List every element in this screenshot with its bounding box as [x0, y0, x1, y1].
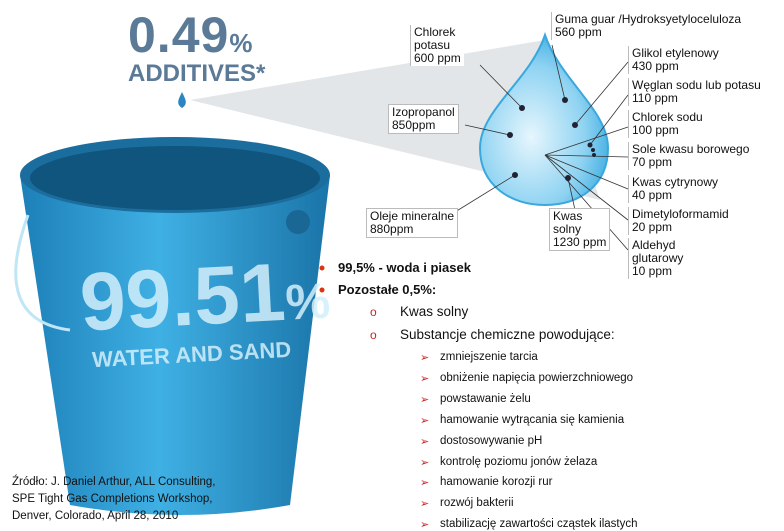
bucket-number: 99.51	[77, 246, 288, 349]
headline: 0.49%	[128, 6, 252, 64]
label-line: 100 ppm	[632, 123, 679, 137]
arrow-marker: ➢	[420, 498, 430, 511]
label-line: 560 ppm	[555, 25, 602, 39]
headline-unit: %	[229, 28, 253, 58]
drop-label: Aldehyd glutarowy 10 ppm	[628, 238, 687, 279]
effect: kontrolę poziomu jonów żelaza	[440, 455, 598, 468]
label-line: 880ppm	[370, 222, 414, 236]
label-line: 40 ppm	[632, 188, 673, 202]
effect: obniżenie napięcia powierzchniowego	[440, 371, 634, 384]
drop-label: Chlorek sodu 100 ppm	[628, 110, 706, 138]
label-line: glutarowy	[632, 251, 684, 265]
label-line: 850ppm	[392, 118, 436, 132]
bullet: Pozostałe 0,5%:	[338, 282, 437, 297]
drop-label: Kwas solny 1230 ppm	[549, 208, 611, 251]
drop-label: Oleje mineralne 880ppm	[366, 208, 459, 238]
effect: rozwój bakterii	[440, 497, 514, 510]
sub-marker: o	[370, 328, 377, 342]
drop-label: Kwas cytrynowy 40 ppm	[628, 175, 722, 203]
label-line: Dimetyloformamid	[632, 207, 729, 221]
arrow-marker: ➢	[420, 435, 430, 448]
label-line: 70 ppm	[632, 155, 673, 169]
label-line: 600 ppm	[414, 51, 461, 65]
arrow-marker: ➢	[420, 456, 430, 469]
drop-label: Guma guar /Hydroksyetyloceluloza 560 ppm	[551, 12, 745, 40]
label-line: Chlorek	[414, 25, 456, 39]
label-line: 10 ppm	[632, 264, 673, 278]
sub-bullet: Substancje chemiczne powodujące:	[400, 327, 615, 342]
label-line: solny	[553, 222, 582, 236]
effect: hamowanie korozji rur	[440, 476, 553, 489]
sub-marker: o	[370, 305, 377, 319]
big-drop	[478, 31, 610, 207]
headline-number: 0.49	[128, 7, 230, 63]
leader-lines	[454, 44, 629, 251]
effect: hamowanie wytrącania się kamienia	[440, 413, 625, 426]
effect: powstawanie żelu	[440, 392, 531, 405]
drop-dots	[507, 97, 596, 181]
small-drop	[178, 92, 186, 108]
label-line: 430 ppm	[632, 59, 679, 73]
source-line: SPE Tight Gas Completions Workshop,	[12, 493, 213, 505]
arrow-marker: ➢	[420, 477, 430, 490]
bucket-body	[20, 175, 330, 515]
bullet-dot	[319, 287, 325, 293]
arrow-marker: ➢	[420, 393, 430, 406]
drop-label: Glikol etylenowy 430 ppm	[628, 46, 722, 74]
label-line: Glikol etylenowy	[632, 46, 719, 60]
effect: stabilizację zawartości cząstek ilastych	[440, 518, 638, 531]
label-line: Guma guar /Hydroksyetyloceluloza	[555, 12, 742, 26]
arrow-marker: ➢	[420, 519, 430, 531]
label-line: Izopropanol	[392, 105, 455, 119]
source-line: Denver, Colorado, April 28, 2010	[12, 510, 179, 522]
arrow-marker: ➢	[420, 352, 430, 364]
label-line: Chlorek sodu	[632, 110, 703, 124]
label-line: Kwas cytrynowy	[632, 175, 719, 189]
drop-label: Sole kwasu borowego 70 ppm	[628, 142, 753, 170]
source-line: Źródło: J. Daniel Arthur, ALL Consulting…	[12, 476, 216, 488]
bucket-text: 99.51%	[78, 244, 332, 351]
bucket-handle	[14, 214, 71, 332]
effect: dostosowywanie pH	[440, 434, 543, 447]
bucket-inside	[30, 146, 320, 210]
drop-label: Chlorek potasu 600 ppm	[410, 25, 464, 66]
arrow-marker: ➢	[420, 372, 430, 385]
label-line: potasu	[414, 38, 451, 52]
label-line: Sole kwasu borowego	[632, 142, 750, 156]
drop-label: Dimetyloformamid 20 ppm	[628, 207, 732, 235]
label-line: 1230 ppm	[553, 235, 607, 249]
bucket-lug	[286, 210, 310, 234]
label-line: 110 ppm	[632, 91, 678, 105]
bullet: 99,5% - woda i piasek	[338, 260, 471, 275]
bullet-dot	[319, 265, 325, 271]
arrow-marker: ➢	[420, 414, 430, 427]
bucket-unit: %	[284, 272, 332, 331]
effect: zmniejszenie tarcia	[440, 351, 538, 363]
sub-bullet: Kwas solny	[400, 304, 469, 319]
headline-caption: ADDITIVES*	[128, 60, 266, 87]
label-line: Węglan sodu lub potasu	[632, 78, 761, 92]
drop-label: Izopropanol 850ppm	[388, 104, 459, 134]
label-line: Oleje mineralne	[370, 209, 455, 223]
label-line: Aldehyd	[632, 238, 676, 252]
label-line: 20 ppm	[632, 220, 673, 234]
drop-label: Węglan sodu lub potasu 110 ppm	[628, 78, 764, 106]
label-line: Kwas	[553, 209, 583, 223]
